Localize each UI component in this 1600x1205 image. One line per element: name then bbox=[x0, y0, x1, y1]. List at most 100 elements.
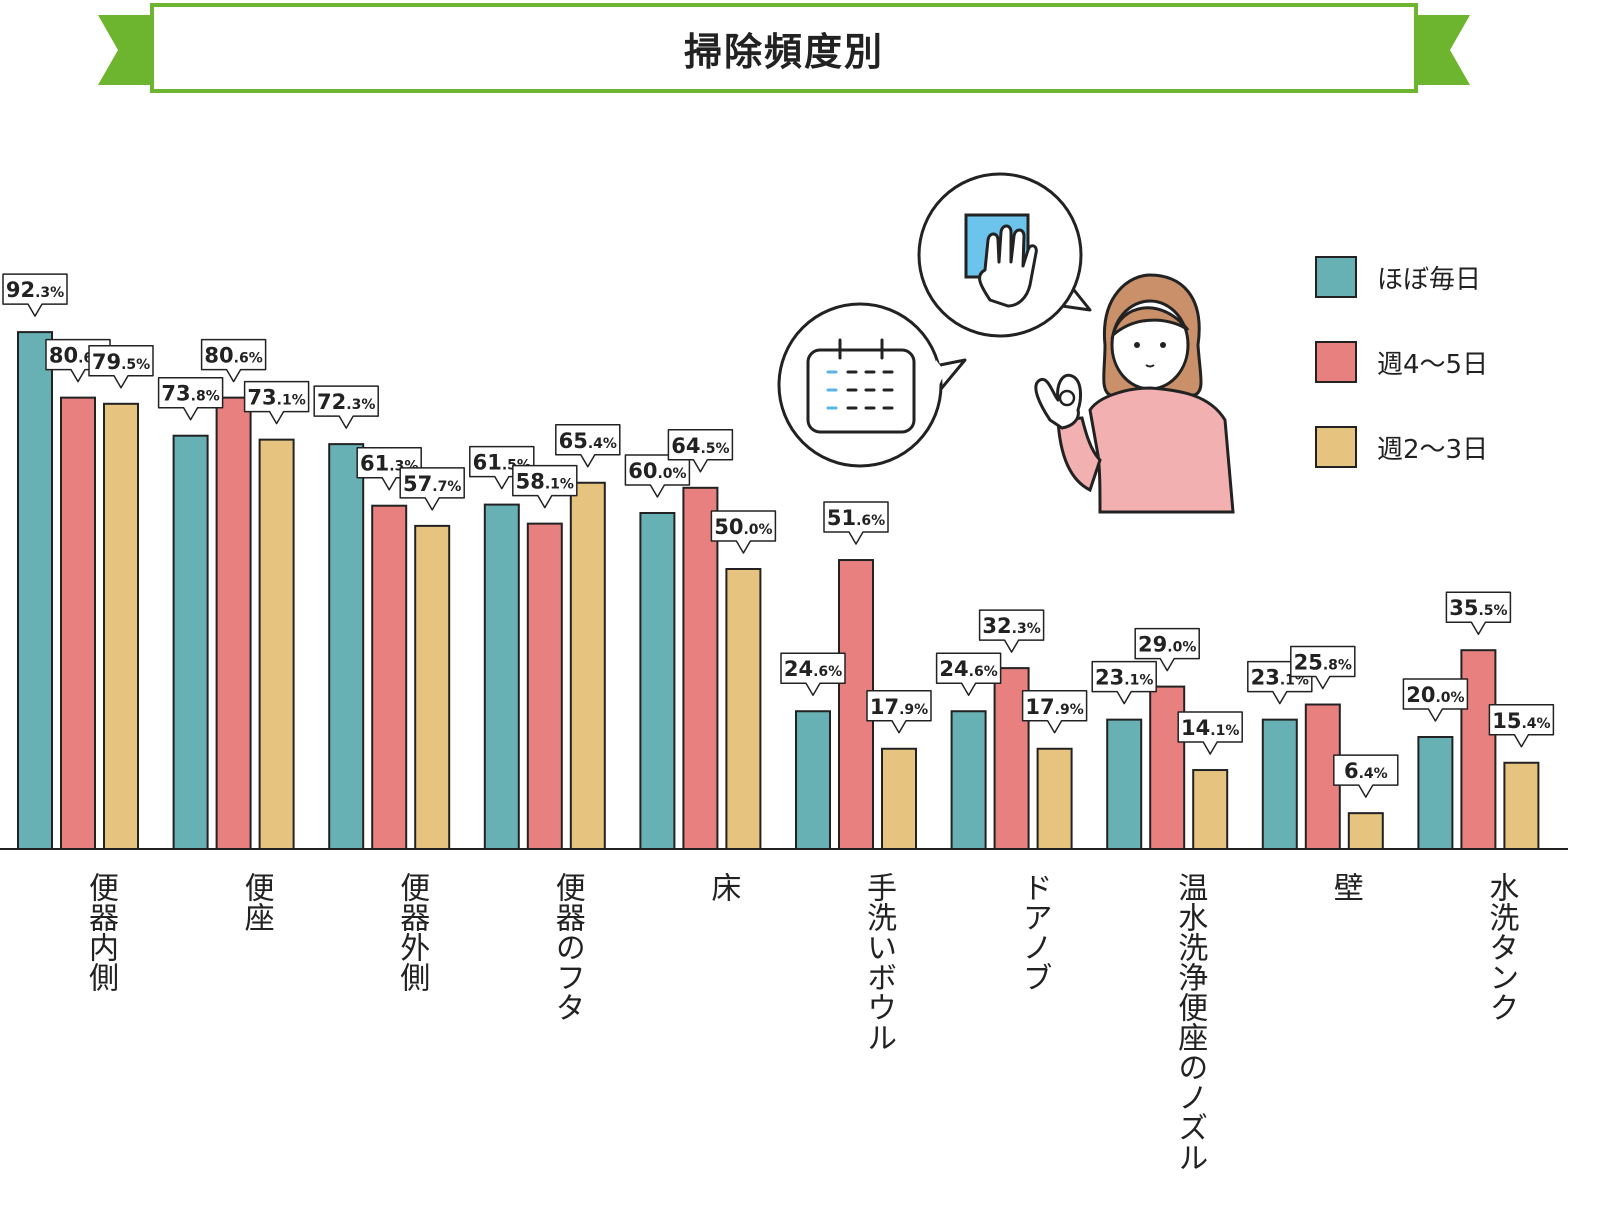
legend-label: 週2〜3日 bbox=[1377, 434, 1489, 465]
svg-text:29.0%: 29.0% bbox=[1138, 633, 1196, 657]
category-label: 手洗いボウル bbox=[861, 872, 896, 1052]
legend: ほぼ毎日 週4〜5日 週2〜3日 bbox=[1315, 255, 1488, 510]
svg-text:6.4%: 6.4% bbox=[1344, 759, 1388, 783]
bar bbox=[1036, 747, 1073, 851]
chart-title: 掃除頻度別 bbox=[683, 29, 884, 74]
legend-swatch bbox=[1315, 426, 1357, 468]
bar bbox=[1261, 718, 1298, 851]
legend-item-4-5-days: 週4〜5日 bbox=[1315, 340, 1488, 384]
svg-text:72.3%: 72.3% bbox=[317, 390, 375, 414]
bar bbox=[1417, 736, 1454, 850]
bar bbox=[17, 331, 53, 850]
callouts-layer: 92.3%80.6%79.5%73.8%80.6%73.1%72.3%61.3%… bbox=[2, 273, 1555, 798]
calendar-icon bbox=[806, 338, 916, 434]
data-label: 79.5% bbox=[88, 345, 154, 389]
data-label: 92.3% bbox=[2, 273, 68, 317]
category-label: 水洗タンク bbox=[1483, 872, 1519, 1022]
title-ribbon bbox=[98, 15, 1470, 85]
data-label: 25.8% bbox=[1290, 645, 1356, 690]
svg-text:79.5%: 79.5% bbox=[92, 350, 150, 374]
bar bbox=[881, 747, 917, 851]
calendar-bubble bbox=[777, 302, 967, 468]
svg-text:73.1%: 73.1% bbox=[247, 386, 305, 410]
bar bbox=[1106, 718, 1143, 851]
category-label: 温水洗浄便座のノズル bbox=[1172, 872, 1208, 1172]
bar bbox=[526, 522, 563, 850]
bar bbox=[639, 512, 676, 850]
svg-text:50.0%: 50.0% bbox=[714, 515, 772, 539]
data-label: 24.6% bbox=[935, 652, 1002, 696]
data-label: 35.5% bbox=[1445, 591, 1512, 635]
data-label: 72.3% bbox=[313, 385, 379, 429]
category-label: 便座 bbox=[238, 872, 274, 932]
data-label: 24.6% bbox=[780, 652, 846, 696]
svg-text:15.4%: 15.4% bbox=[1492, 709, 1550, 733]
data-label: 51.6% bbox=[823, 501, 889, 545]
bar bbox=[725, 568, 762, 850]
legend-label: 週4〜5日 bbox=[1377, 349, 1489, 380]
title-box: 掃除頻度別 bbox=[150, 3, 1418, 93]
data-label: 58.1% bbox=[512, 464, 578, 509]
data-label: 73.1% bbox=[243, 380, 310, 425]
bar bbox=[172, 434, 209, 850]
data-label: 15.4% bbox=[1488, 704, 1555, 748]
svg-text:23.1%: 23.1% bbox=[1095, 666, 1153, 690]
data-label: 65.4% bbox=[555, 424, 621, 468]
svg-text:35.5%: 35.5% bbox=[1449, 596, 1507, 620]
data-label: 61.3% bbox=[356, 446, 422, 491]
bar bbox=[483, 503, 520, 850]
legend-item-daily: ほぼ毎日 bbox=[1315, 255, 1488, 299]
data-label: 29.0% bbox=[1134, 627, 1200, 672]
svg-text:80.6%: 80.6% bbox=[204, 344, 262, 368]
hand-cloth-icon bbox=[964, 213, 1038, 308]
category-label: 便器内側 bbox=[83, 872, 118, 992]
bar bbox=[60, 396, 96, 850]
svg-text:23.1%: 23.1% bbox=[1251, 666, 1309, 690]
data-label: 50.0% bbox=[710, 510, 777, 554]
data-label: 6.4% bbox=[1333, 754, 1399, 798]
category-label: 壁 bbox=[1327, 872, 1363, 902]
svg-text:61.3%: 61.3% bbox=[360, 452, 418, 476]
data-label: 60.0% bbox=[624, 454, 691, 498]
data-label: 32.3% bbox=[978, 609, 1045, 653]
svg-text:73.8%: 73.8% bbox=[161, 382, 219, 406]
legend-swatch bbox=[1315, 341, 1357, 383]
data-label: 64.5% bbox=[667, 429, 734, 473]
legend-item-2-3-days: 週2〜3日 bbox=[1315, 425, 1488, 469]
data-label: 17.9% bbox=[866, 690, 932, 734]
svg-text:64.5%: 64.5% bbox=[671, 434, 729, 458]
bars-layer bbox=[17, 331, 1540, 851]
data-label: 20.0% bbox=[1402, 678, 1469, 722]
svg-text:57.7%: 57.7% bbox=[403, 472, 461, 496]
category-label: 床 bbox=[705, 872, 741, 902]
bar bbox=[950, 710, 987, 850]
cloth-bubble bbox=[917, 172, 1092, 338]
svg-text:17.9%: 17.9% bbox=[1025, 695, 1083, 719]
svg-text:60.0%: 60.0% bbox=[628, 459, 686, 483]
ribbon-right-tail bbox=[1416, 15, 1470, 85]
bar bbox=[1192, 769, 1229, 850]
svg-text:58.1%: 58.1% bbox=[516, 470, 574, 494]
svg-text:65.4%: 65.4% bbox=[559, 429, 617, 453]
data-label: 17.9% bbox=[1021, 690, 1088, 734]
svg-text:17.9%: 17.9% bbox=[870, 695, 928, 719]
data-label: 80.6% bbox=[200, 338, 267, 383]
bar bbox=[569, 481, 606, 850]
svg-text:51.6%: 51.6% bbox=[827, 506, 885, 530]
svg-text:25.8%: 25.8% bbox=[1294, 651, 1352, 675]
legend-label: ほぼ毎日 bbox=[1377, 264, 1482, 295]
bar bbox=[103, 402, 139, 850]
bar bbox=[795, 710, 831, 850]
svg-text:14.1%: 14.1% bbox=[1181, 716, 1239, 740]
data-label: 73.8% bbox=[157, 376, 224, 421]
svg-text:32.3%: 32.3% bbox=[982, 614, 1040, 638]
svg-text:20.0%: 20.0% bbox=[1406, 683, 1464, 707]
svg-text:92.3%: 92.3% bbox=[6, 278, 64, 302]
svg-text:24.6%: 24.6% bbox=[784, 657, 842, 681]
ribbon-left-tail bbox=[98, 15, 152, 85]
data-label: 57.7% bbox=[399, 467, 465, 511]
bar bbox=[215, 396, 252, 850]
